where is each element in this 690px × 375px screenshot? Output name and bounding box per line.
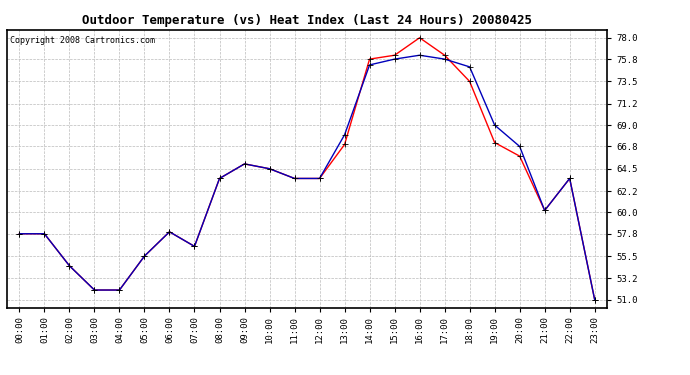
Text: Copyright 2008 Cartronics.com: Copyright 2008 Cartronics.com <box>10 36 155 45</box>
Title: Outdoor Temperature (vs) Heat Index (Last 24 Hours) 20080425: Outdoor Temperature (vs) Heat Index (Las… <box>82 15 532 27</box>
